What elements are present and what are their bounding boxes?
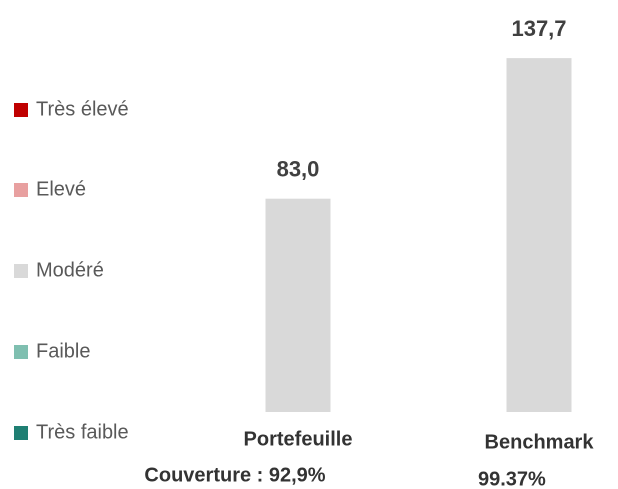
category-note: 99.37% <box>478 468 546 489</box>
value-label: 137,7 <box>511 16 566 41</box>
legend-swatch <box>14 183 28 197</box>
bar <box>265 198 331 412</box>
legend-swatch <box>14 103 28 117</box>
legend-label: Très faible <box>36 421 129 443</box>
legend-label: Modéré <box>36 259 104 281</box>
legend-label: Très élevé <box>36 98 129 120</box>
legend-swatch <box>14 426 28 440</box>
value-label: 83,0 <box>277 157 320 182</box>
category-note: Couverture : 92,9% <box>144 464 325 486</box>
category-label: Portefeuille <box>244 428 353 450</box>
legend-label: Faible <box>36 340 90 362</box>
legend-swatch <box>14 264 28 278</box>
bar <box>506 58 572 413</box>
legend-swatch <box>14 345 28 359</box>
legend-label: Elevé <box>36 178 86 200</box>
category-label: Benchmark <box>485 431 595 453</box>
